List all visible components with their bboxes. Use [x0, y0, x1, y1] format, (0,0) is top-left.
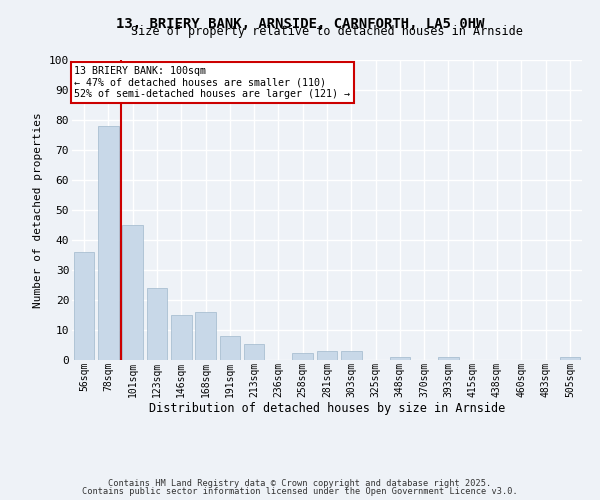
- Bar: [244, 344, 265, 360]
- Bar: [560, 357, 580, 360]
- Bar: [98, 126, 119, 360]
- Bar: [292, 352, 313, 360]
- Bar: [146, 288, 167, 360]
- Bar: [317, 351, 337, 360]
- Bar: [438, 357, 459, 360]
- Y-axis label: Number of detached properties: Number of detached properties: [34, 112, 43, 308]
- Bar: [122, 225, 143, 360]
- Bar: [220, 336, 240, 360]
- Bar: [389, 357, 410, 360]
- Bar: [341, 351, 362, 360]
- Text: Contains HM Land Registry data © Crown copyright and database right 2025.: Contains HM Land Registry data © Crown c…: [109, 478, 491, 488]
- Text: 13 BRIERY BANK: 100sqm
← 47% of detached houses are smaller (110)
52% of semi-de: 13 BRIERY BANK: 100sqm ← 47% of detached…: [74, 66, 350, 99]
- Bar: [195, 312, 216, 360]
- Bar: [74, 252, 94, 360]
- Text: 13, BRIERY BANK, ARNSIDE, CARNFORTH, LA5 0HW: 13, BRIERY BANK, ARNSIDE, CARNFORTH, LA5…: [116, 18, 484, 32]
- Bar: [171, 315, 191, 360]
- X-axis label: Distribution of detached houses by size in Arnside: Distribution of detached houses by size …: [149, 402, 505, 415]
- Title: Size of property relative to detached houses in Arnside: Size of property relative to detached ho…: [131, 25, 523, 38]
- Text: Contains public sector information licensed under the Open Government Licence v3: Contains public sector information licen…: [82, 487, 518, 496]
